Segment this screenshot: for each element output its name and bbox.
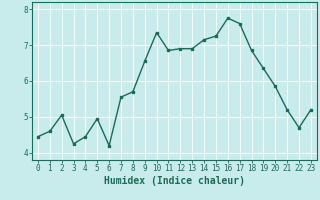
X-axis label: Humidex (Indice chaleur): Humidex (Indice chaleur) bbox=[104, 176, 245, 186]
